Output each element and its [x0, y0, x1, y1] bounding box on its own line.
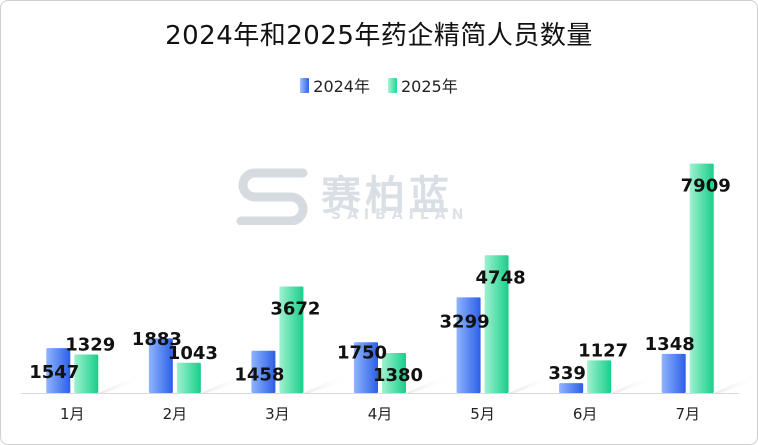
- watermark-sub: SAIBAILAN: [331, 207, 470, 223]
- data-label-2025: 4748: [476, 267, 526, 288]
- bar-2024: [354, 342, 378, 393]
- data-label-2024: 1458: [234, 365, 284, 386]
- legend-swatch-2024: [300, 77, 310, 93]
- bar-2025: [484, 255, 509, 393]
- legend: 2024年 2025年: [1, 73, 757, 97]
- legend-label-2024: 2024年: [313, 77, 370, 96]
- bar-2024: [456, 297, 481, 393]
- legend-item-2025: 2025年: [388, 73, 458, 97]
- bar-2025: [74, 354, 99, 393]
- x-tick-label: 5月: [470, 405, 495, 423]
- bar-2024: [46, 348, 71, 393]
- x-tick-label: 3月: [265, 405, 290, 423]
- x-tick-label: 2月: [163, 405, 188, 423]
- legend-swatch-2025: [388, 77, 397, 93]
- x-tick-label: 6月: [573, 405, 598, 423]
- x-tick-label: 7月: [675, 405, 700, 423]
- data-label-2025: 1127: [578, 340, 628, 361]
- bar-shadow: [200, 375, 247, 393]
- bar-2024: [559, 383, 584, 393]
- chart-title: 2024年和2025年药企精简人员数量: [165, 21, 593, 51]
- bar-shadow: [713, 375, 757, 393]
- data-label-2024: 1750: [337, 342, 387, 363]
- bar-shadow: [303, 375, 350, 393]
- bar-2024: [251, 350, 276, 393]
- bar-2024: [148, 338, 173, 393]
- legend-label-2025: 2025年: [401, 77, 458, 96]
- data-label-2025: 1043: [168, 343, 218, 364]
- data-label-2025: 1329: [65, 334, 115, 355]
- data-label-2025: 1380: [373, 365, 423, 386]
- watermark-logo-icon: [236, 168, 308, 226]
- data-label-2024: 339: [548, 363, 586, 384]
- bar-2024: [661, 353, 686, 393]
- data-label-2024: 1348: [645, 334, 695, 355]
- bar-shadow: [406, 375, 452, 393]
- data-label-2025: 3672: [270, 299, 320, 320]
- bar-2025: [176, 362, 201, 393]
- data-label-2024: 1883: [132, 329, 182, 350]
- watermark: 赛柏蓝 SAIBAILAN: [233, 163, 523, 227]
- x-tick-label: 4月: [368, 405, 393, 423]
- bar-2025: [689, 163, 714, 393]
- data-label-2025: 7909: [681, 176, 731, 197]
- bar-2025: [587, 360, 612, 393]
- legend-item-2024: 2024年: [300, 73, 370, 97]
- bar-shadow: [611, 375, 658, 393]
- x-tick-label: 1月: [60, 405, 85, 423]
- watermark-brand: 赛柏蓝: [321, 173, 453, 219]
- data-label-2024: 1547: [29, 362, 79, 383]
- data-label-2024: 3299: [440, 311, 490, 332]
- bar-shadow: [98, 375, 145, 393]
- bar-2025: [279, 286, 304, 393]
- bar-shadow: [508, 375, 555, 393]
- bar-2025: [382, 352, 406, 393]
